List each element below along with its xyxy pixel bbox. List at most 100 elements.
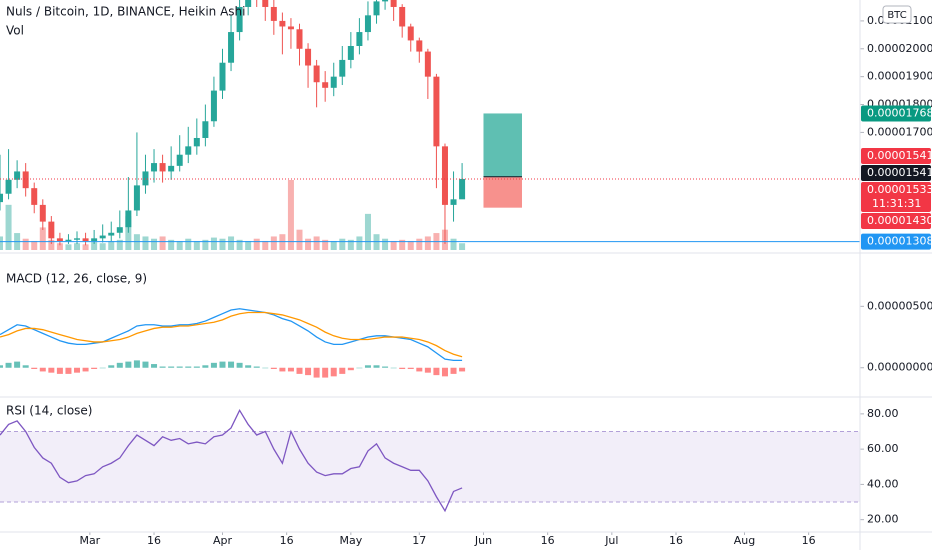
currency-label: BTC	[887, 10, 906, 21]
candle-body	[22, 171, 29, 189]
histogram-bar	[253, 366, 260, 368]
volume-bar	[253, 238, 260, 250]
candle-body	[56, 238, 63, 242]
candle-body	[459, 178, 466, 200]
histogram-bar	[56, 367, 63, 374]
candle-body	[433, 76, 440, 147]
candle-body	[185, 146, 192, 155]
price-label: 0.00001541	[867, 149, 932, 162]
x-tick-label: Mar	[79, 534, 100, 547]
histogram-bar	[424, 367, 431, 373]
histogram-bar	[14, 361, 21, 368]
volume-bar	[82, 244, 89, 250]
x-tick-label: 16	[541, 534, 555, 547]
histogram-bar	[39, 367, 46, 372]
candle-body	[0, 193, 3, 203]
candle-body	[14, 171, 21, 180]
volume-bar	[459, 243, 466, 250]
histogram-bar	[125, 361, 132, 368]
pane	[0, 0, 860, 250]
volume-bar	[347, 239, 354, 250]
candle-body	[339, 59, 346, 77]
candle-body	[151, 163, 158, 172]
histogram-bar	[339, 367, 346, 374]
histogram-bar	[416, 367, 423, 372]
volume-bar	[382, 238, 389, 250]
candle-body	[322, 82, 329, 88]
histogram-bar	[159, 366, 166, 368]
candle-body	[133, 185, 140, 211]
volume-bar	[245, 240, 252, 250]
candle-body	[424, 51, 431, 77]
macd-line	[0, 308, 463, 362]
volume-bar	[56, 243, 63, 250]
candle-body	[108, 232, 115, 236]
histogram-bar	[91, 367, 98, 369]
histogram-bar	[151, 364, 158, 368]
price-scale: 0.000021000.000020000.000019000.00001800…	[860, 14, 932, 250]
candle-body	[202, 121, 209, 138]
y-tick-label: 80.00	[867, 407, 899, 420]
price-label-box	[861, 165, 931, 182]
candle-body	[142, 171, 149, 186]
histogram-bar	[202, 365, 209, 368]
volume-bar	[416, 238, 423, 250]
volume-bar	[339, 238, 346, 250]
volume-bar	[313, 236, 320, 250]
candle-body	[91, 238, 98, 242]
macd-title: MACD (12, 26, close, 9)	[6, 272, 147, 286]
y-tick-label: 0.00001900	[867, 70, 932, 83]
volume-bar	[142, 236, 149, 250]
histogram-bar	[382, 366, 389, 368]
x-tick-label: 16	[669, 534, 683, 547]
histogram-bar	[0, 365, 3, 368]
candle-body	[330, 76, 337, 88]
histogram-bar	[356, 367, 363, 369]
candle-body	[262, 0, 269, 7]
candle-body	[82, 238, 89, 242]
position-stop-zone	[483, 176, 522, 208]
rsi-band	[0, 431, 860, 503]
volume-bar	[22, 238, 29, 250]
volume-bar	[116, 239, 123, 250]
histogram-bar	[219, 361, 226, 368]
histogram-bar	[5, 362, 12, 368]
histogram-bar	[322, 367, 329, 378]
histogram-bar	[459, 367, 466, 372]
candle-body	[347, 45, 354, 60]
price-label: 0.00001541	[867, 166, 932, 179]
chart-title: Nuls / Bitcoin, 1D, BINANCE, Heikin Ashi	[6, 5, 246, 19]
candle-body	[176, 154, 183, 166]
histogram-bar	[31, 367, 38, 369]
volume-bar	[48, 239, 55, 250]
candle-body	[210, 90, 217, 122]
candle-body	[305, 48, 312, 66]
candle-body	[65, 239, 72, 242]
price-label: 0.00001768	[867, 106, 932, 119]
histogram-bar	[168, 366, 175, 368]
candle-body	[193, 137, 200, 147]
histogram-bar	[270, 367, 277, 369]
volume-bar	[287, 180, 294, 250]
volume-bar	[91, 242, 98, 250]
histogram-bar	[450, 367, 457, 374]
histogram-bar	[279, 367, 286, 372]
y-tick-label: 0.00002000	[867, 42, 932, 55]
currency-button[interactable]	[882, 5, 912, 24]
x-tick-label: 16	[802, 534, 816, 547]
price-scale: 0.00000500 0.00000000	[860, 299, 932, 374]
volume-bar	[193, 240, 200, 250]
candle-body	[159, 163, 166, 172]
histogram-bar	[287, 367, 294, 372]
histogram-bar	[82, 367, 89, 372]
pane	[0, 408, 860, 513]
volume-bar	[0, 236, 3, 250]
y-tick-label: 20.00	[867, 513, 899, 526]
candle-body	[168, 165, 175, 172]
y-tick-label: 0.00000000	[867, 361, 932, 374]
volume-bar	[151, 238, 158, 250]
volume-bar	[399, 239, 406, 250]
volume-bar	[39, 227, 46, 250]
